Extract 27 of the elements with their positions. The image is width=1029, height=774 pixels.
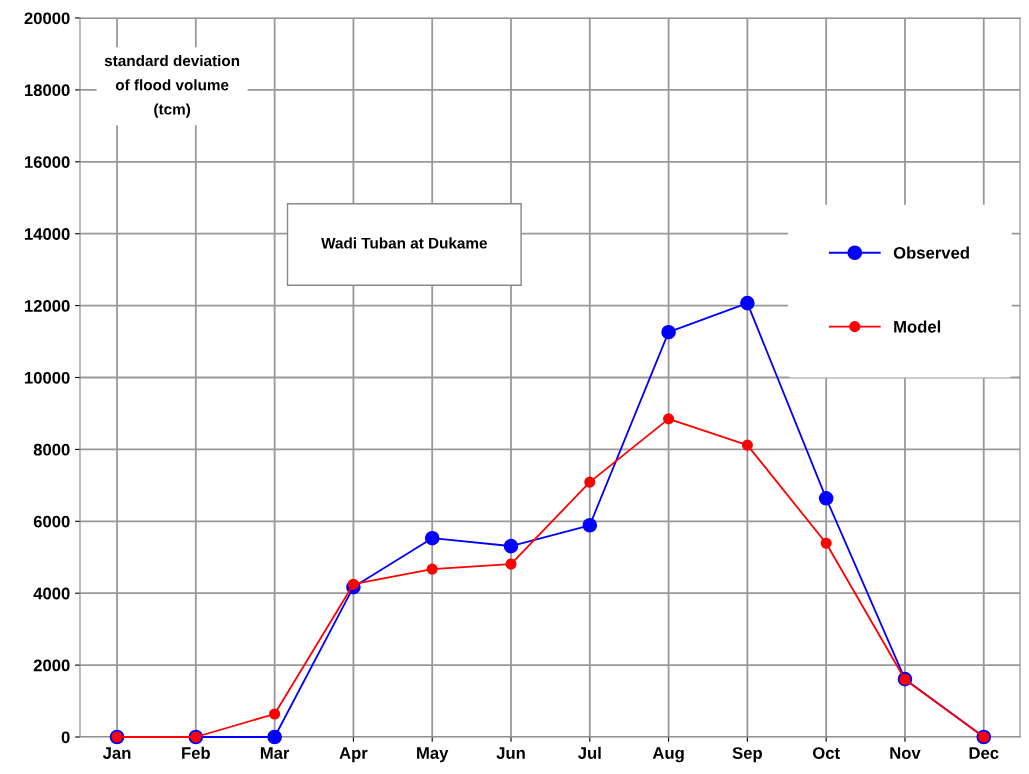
legend-label: Model bbox=[894, 320, 941, 333]
x-tick-label: Apr bbox=[339, 747, 368, 763]
y-tick-label: 16000 bbox=[24, 156, 70, 168]
x-tick-label: May bbox=[417, 747, 449, 763]
x-tick-label: Jun bbox=[496, 747, 525, 759]
y-tick-label: 20000 bbox=[24, 12, 70, 25]
x-tick-label: Jan bbox=[102, 747, 131, 759]
y-tick-label: 2000 bbox=[33, 659, 70, 672]
y-tick-label: 8000 bbox=[33, 443, 70, 456]
text: Wadi Tuban at Dukame bbox=[321, 237, 487, 249]
y-tick-label: 6000 bbox=[33, 515, 70, 528]
x-tick-label: Feb bbox=[182, 746, 210, 759]
x-tick-label: Oct bbox=[812, 747, 840, 759]
x-tick-label: Dec bbox=[969, 747, 999, 759]
y-tick-label: 4000 bbox=[33, 587, 70, 600]
x-tick-label: Sep bbox=[732, 747, 762, 763]
x-tick-label: Mar bbox=[260, 747, 290, 759]
y-tick-label: 0 bbox=[61, 731, 70, 744]
y-tick-label: 10000 bbox=[24, 371, 70, 384]
y-tick-label: 14000 bbox=[24, 228, 70, 240]
x-tick-label: Aug bbox=[652, 747, 684, 763]
legend-label: Observed bbox=[893, 246, 969, 259]
y-tick-label: 18000 bbox=[24, 84, 70, 97]
y-tick-label: 12000 bbox=[24, 300, 70, 312]
x-tick-label: Nov bbox=[890, 747, 921, 759]
x-tick-label: Jul bbox=[578, 746, 601, 759]
y-axis-title: standard deviation of flood volume (tcm) bbox=[104, 54, 240, 118]
